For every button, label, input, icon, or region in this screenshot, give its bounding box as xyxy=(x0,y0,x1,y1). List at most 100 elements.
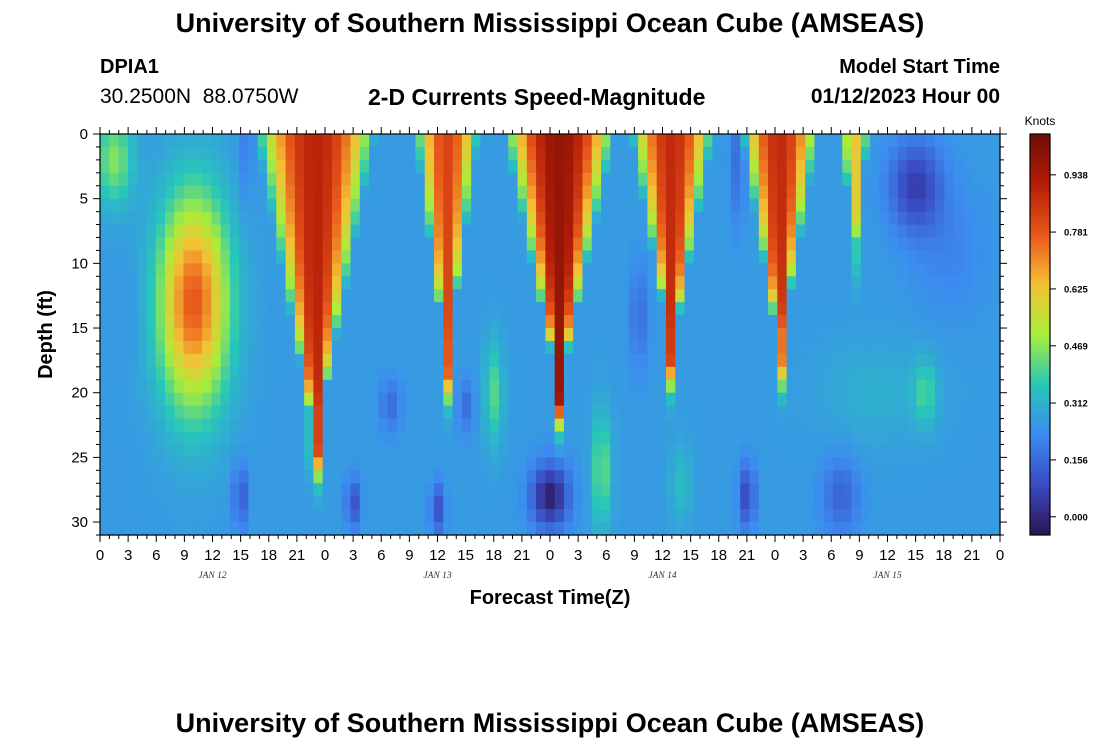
heatmap-cell xyxy=(239,328,250,342)
heatmap-cell xyxy=(703,237,713,252)
heatmap-cell xyxy=(879,276,890,290)
heatmap-cell xyxy=(730,496,741,510)
heatmap-cell xyxy=(424,134,435,148)
heatmap-cell xyxy=(591,522,602,536)
heatmap-cell xyxy=(916,276,927,290)
heatmap-cell xyxy=(257,224,268,239)
heatmap-cell xyxy=(721,392,732,407)
heatmap-cell xyxy=(127,198,138,213)
heatmap-cell xyxy=(118,250,129,264)
heatmap-cell xyxy=(758,366,769,381)
heatmap-cell xyxy=(907,353,918,368)
heatmap-cell xyxy=(359,289,370,303)
heatmap-cell xyxy=(610,237,621,252)
heatmap-cell xyxy=(656,444,667,458)
heatmap-cell xyxy=(229,172,240,187)
heatmap-cell xyxy=(443,522,454,536)
heatmap-cell xyxy=(443,457,454,471)
heatmap-cell xyxy=(211,185,222,200)
heatmap-cell xyxy=(406,418,417,433)
heatmap-cell xyxy=(740,185,751,200)
colorbar-tick-label: 0.469 xyxy=(1064,341,1088,352)
heatmap-cell xyxy=(693,366,704,381)
heatmap-cell xyxy=(860,159,871,174)
heatmap-cell xyxy=(628,224,639,239)
heatmap-cell xyxy=(443,379,454,394)
heatmap-cell xyxy=(443,302,454,316)
heatmap-cell xyxy=(109,483,120,497)
heatmap-cell xyxy=(452,198,463,213)
heatmap-cell xyxy=(675,392,686,407)
heatmap-cell xyxy=(675,509,686,523)
heatmap-cell xyxy=(471,392,482,407)
heatmap-cell xyxy=(832,159,843,174)
heatmap-cell xyxy=(248,444,259,458)
heatmap-cell xyxy=(601,315,611,329)
heatmap-cell xyxy=(916,250,927,264)
heatmap-cell xyxy=(229,134,240,148)
heatmap-cell xyxy=(359,237,370,252)
heatmap-cell xyxy=(498,315,509,329)
heatmap-cell xyxy=(498,159,509,174)
heatmap-cell xyxy=(888,444,899,458)
heatmap-cell xyxy=(517,328,528,342)
heatmap-cell xyxy=(378,353,389,368)
heatmap-cell xyxy=(563,353,574,368)
heatmap-cell xyxy=(990,159,1001,174)
heatmap-cell xyxy=(888,289,899,303)
heatmap-cell xyxy=(452,237,463,252)
heatmap-cell xyxy=(628,366,639,381)
heatmap-cell xyxy=(823,509,834,523)
heatmap-cell xyxy=(331,366,342,381)
heatmap-cell xyxy=(554,276,565,290)
chart-subtitle: 2-D Currents Speed-Magnitude xyxy=(368,84,706,110)
heatmap-cell xyxy=(749,250,760,264)
heatmap-cell xyxy=(526,379,537,394)
heatmap-cell xyxy=(174,237,185,252)
heatmap-cell xyxy=(202,302,212,316)
heatmap-cell xyxy=(693,276,704,290)
heatmap-cell xyxy=(406,250,417,264)
heatmap-cell xyxy=(276,159,287,174)
heatmap-cell xyxy=(962,366,973,381)
heatmap-cell xyxy=(322,431,333,446)
heatmap-cell xyxy=(601,405,611,420)
heatmap-cell xyxy=(851,276,862,290)
heatmap-cell xyxy=(610,172,621,187)
heatmap-cell xyxy=(127,366,138,381)
heatmap-cell xyxy=(656,302,667,316)
heatmap-cell xyxy=(118,211,129,226)
heatmap-cell xyxy=(359,366,370,381)
heatmap-cell xyxy=(814,211,825,226)
heatmap-cell xyxy=(313,289,324,303)
heatmap-cell xyxy=(415,509,426,523)
heatmap-cell xyxy=(554,159,565,174)
heatmap-cell xyxy=(341,470,352,484)
heatmap-cell xyxy=(823,483,834,497)
heatmap-cell xyxy=(777,172,788,187)
heatmap-cell xyxy=(480,237,491,252)
heatmap-cell xyxy=(164,379,175,394)
heatmap-cell xyxy=(220,224,231,239)
heatmap-cell xyxy=(359,315,370,329)
heatmap-cell xyxy=(758,134,769,148)
heatmap-cell xyxy=(313,379,324,394)
heatmap-cell xyxy=(415,146,426,161)
heatmap-cell xyxy=(146,250,157,264)
heatmap-cell xyxy=(471,302,482,316)
heatmap-cell xyxy=(647,198,658,213)
heatmap-cell xyxy=(118,146,129,161)
heatmap-cell xyxy=(508,263,519,277)
heatmap-cell xyxy=(239,134,250,148)
heatmap-cell xyxy=(832,483,843,497)
y-tick-label: 25 xyxy=(71,449,88,466)
heatmap-cell xyxy=(795,263,806,277)
heatmap-cell xyxy=(517,211,528,226)
heatmap-cell xyxy=(665,418,676,433)
heatmap-cell xyxy=(907,418,918,433)
heatmap-cell xyxy=(220,470,231,484)
heatmap-cell xyxy=(684,159,695,174)
heatmap-cell xyxy=(842,483,853,497)
x-tick-label: 15 xyxy=(232,547,249,564)
heatmap-cell xyxy=(721,366,732,381)
